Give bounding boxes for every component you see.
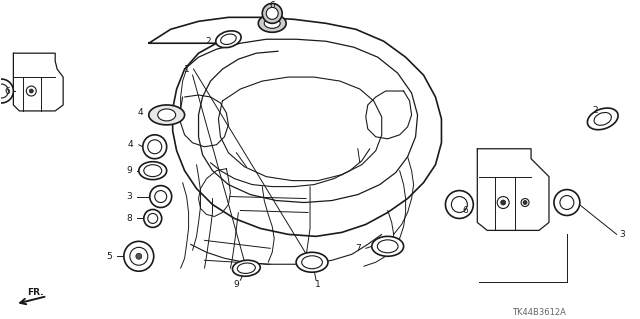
Ellipse shape [26,86,36,96]
Text: 6: 6 [269,1,275,10]
Text: 3: 3 [620,230,625,239]
Ellipse shape [0,84,8,98]
Text: 9: 9 [234,280,239,289]
Ellipse shape [259,14,286,32]
Ellipse shape [451,197,467,212]
Ellipse shape [157,109,175,121]
Text: 4: 4 [128,140,134,149]
Text: 4: 4 [138,108,143,117]
Text: 6: 6 [463,206,468,215]
Text: 1: 1 [184,65,189,74]
Ellipse shape [216,31,241,48]
Ellipse shape [497,197,509,209]
Text: 2: 2 [592,107,598,115]
Text: 2: 2 [205,37,211,46]
Ellipse shape [139,162,166,180]
Text: 7: 7 [355,244,361,253]
Ellipse shape [301,256,323,269]
Ellipse shape [266,7,278,19]
Ellipse shape [232,260,260,276]
Text: 1: 1 [315,280,321,289]
Ellipse shape [560,196,574,210]
Ellipse shape [237,263,255,273]
Ellipse shape [523,201,527,204]
Ellipse shape [594,113,611,125]
Ellipse shape [445,190,474,219]
Ellipse shape [378,240,398,253]
Ellipse shape [130,247,148,265]
Ellipse shape [500,200,506,205]
Ellipse shape [148,213,157,223]
Text: FR.: FR. [27,288,44,297]
Ellipse shape [221,34,236,44]
Text: TK44B3612A: TK44B3612A [512,308,566,316]
Ellipse shape [0,79,13,103]
Text: 8: 8 [126,214,132,223]
Ellipse shape [554,189,580,215]
Ellipse shape [148,140,162,154]
Ellipse shape [136,253,142,259]
Ellipse shape [264,19,280,28]
Ellipse shape [124,241,154,271]
Text: 9: 9 [126,166,132,175]
Text: 3: 3 [126,192,132,201]
Text: 6: 6 [4,86,10,95]
Ellipse shape [144,210,162,227]
Ellipse shape [29,89,33,93]
Ellipse shape [262,4,282,23]
Ellipse shape [150,186,172,207]
Ellipse shape [372,236,404,256]
Ellipse shape [521,198,529,206]
Ellipse shape [296,252,328,272]
Text: 5: 5 [106,252,112,261]
Ellipse shape [588,108,618,130]
Ellipse shape [143,135,166,159]
Ellipse shape [155,190,166,203]
Ellipse shape [144,165,162,177]
Ellipse shape [148,105,184,125]
